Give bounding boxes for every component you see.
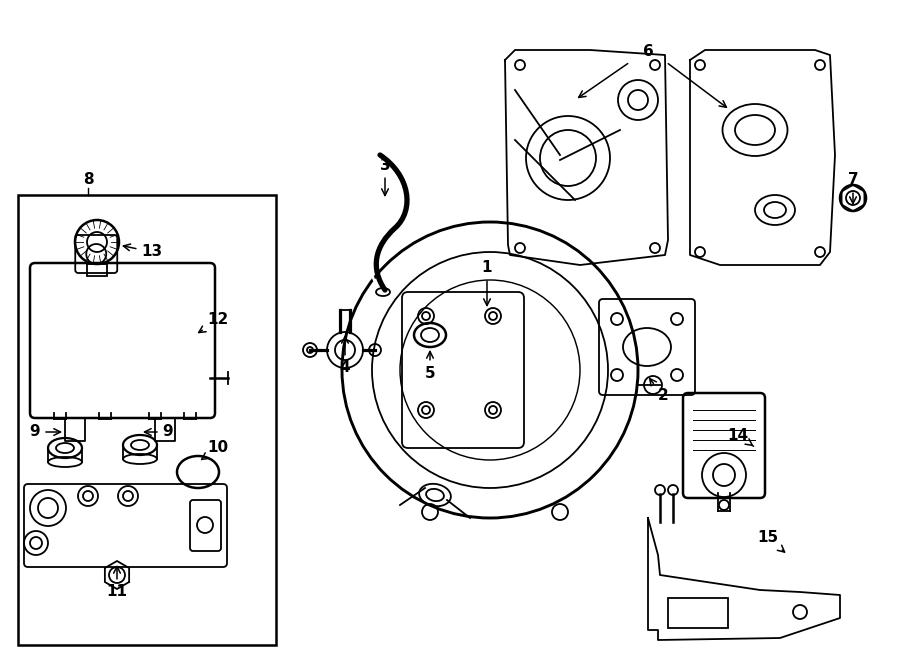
- Text: 11: 11: [106, 566, 128, 600]
- Text: 15: 15: [758, 531, 785, 552]
- Bar: [18, 195, 276, 645]
- Text: 1: 1: [482, 260, 492, 305]
- Text: 9: 9: [30, 424, 60, 440]
- Bar: [668, 598, 728, 628]
- Text: 9: 9: [145, 424, 174, 440]
- Text: 2: 2: [650, 379, 669, 403]
- Text: 3: 3: [380, 157, 391, 196]
- Text: 8: 8: [83, 173, 94, 188]
- Text: 6: 6: [643, 44, 653, 59]
- Text: 10: 10: [202, 440, 229, 459]
- Text: 14: 14: [727, 428, 753, 446]
- Text: 13: 13: [123, 244, 163, 260]
- Text: 12: 12: [199, 313, 229, 332]
- Text: 5: 5: [425, 352, 436, 381]
- Text: 4: 4: [339, 336, 350, 375]
- Bar: [87, 264, 107, 276]
- Text: 7: 7: [848, 173, 859, 204]
